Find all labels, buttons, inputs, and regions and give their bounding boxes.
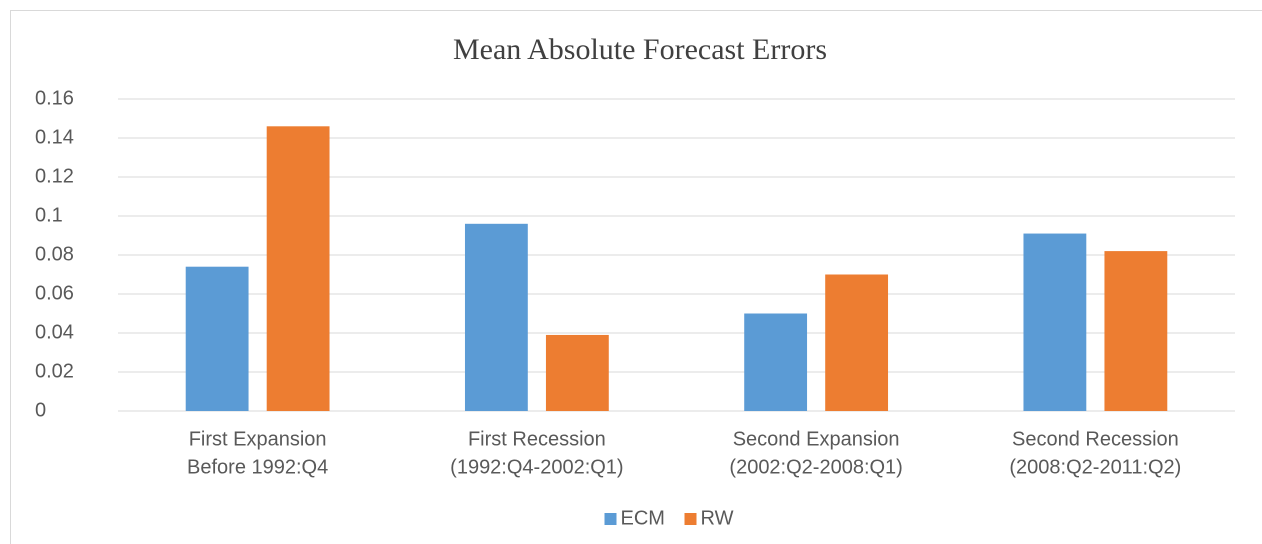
legend-label: RW <box>701 507 734 529</box>
bar <box>266 126 330 412</box>
legend-label: ECM <box>621 507 665 529</box>
bar <box>1023 233 1087 411</box>
bar <box>825 274 889 411</box>
x-tick-label: Second Expansion <box>733 428 900 450</box>
bar <box>185 266 249 411</box>
y-tick-label: 0.14 <box>35 126 74 148</box>
legend-swatch <box>604 513 617 525</box>
y-tick-label: 0.1 <box>35 204 63 226</box>
y-tick-label: 0.02 <box>35 360 74 382</box>
bar <box>464 223 528 411</box>
y-tick-label: 0.08 <box>35 243 74 265</box>
chart-title: Mean Absolute Forecast Errors <box>453 33 827 66</box>
x-tick-label: Before 1992:Q4 <box>187 456 328 478</box>
y-tick-label: 0.04 <box>35 321 74 343</box>
y-tick-label: 0.12 <box>35 165 74 187</box>
x-tick-label: First Recession <box>468 428 606 450</box>
legend-swatch <box>684 513 697 525</box>
y-tick-label: 0 <box>35 399 46 421</box>
x-tick-label: First Expansion <box>189 428 327 450</box>
bar <box>545 334 609 411</box>
bar <box>744 313 808 411</box>
x-tick-label: (2008:Q2-2011:Q2) <box>1009 456 1181 478</box>
x-tick-label: (1992:Q4-2002:Q1) <box>450 456 623 478</box>
y-tick-label: 0.16 <box>35 87 74 109</box>
y-tick-label: 0.06 <box>35 282 74 304</box>
x-tick-label: (2002:Q2-2008:Q1) <box>729 456 902 478</box>
bar <box>1104 251 1168 411</box>
x-tick-label: Second Recession <box>1012 428 1179 450</box>
